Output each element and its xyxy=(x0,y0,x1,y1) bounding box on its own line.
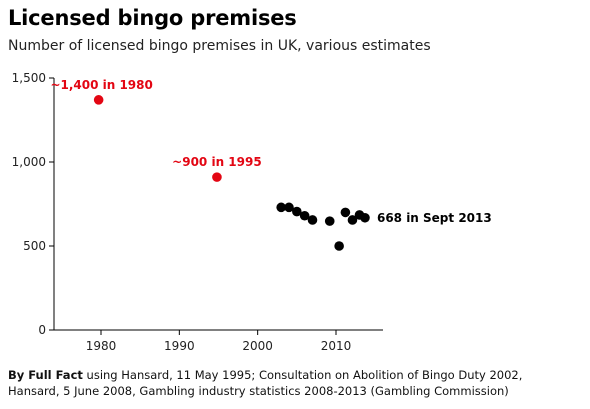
data-point xyxy=(347,215,358,225)
scatter-chart: 0 500 1,000 1,500 1980 1990 2000 2010 ~1,400 in … xyxy=(12,71,492,353)
data-point xyxy=(284,202,294,213)
data-point xyxy=(276,202,286,213)
footer-source-line1: using Hansard, 11 May 1995; Consultation… xyxy=(82,368,523,382)
highlight-point xyxy=(93,95,104,105)
highlight-point-label: ~1,400 in 1980 xyxy=(50,78,152,92)
source-footer: By Full Fact using Hansard, 11 May 1995;… xyxy=(8,367,522,399)
x-tick-label: 1980 xyxy=(86,339,117,353)
data-point xyxy=(324,216,335,226)
footer-source-line2: Hansard, 5 June 2008, Gambling industry … xyxy=(8,384,509,398)
data-point xyxy=(340,207,351,218)
y-tick-label: 500 xyxy=(23,239,46,253)
data-point xyxy=(360,212,370,223)
y-tick-label: 1,500 xyxy=(12,71,46,85)
x-tick-label: 2000 xyxy=(242,339,273,353)
data-point xyxy=(292,206,302,217)
end-annotation-label: 668 in Sept 2013 xyxy=(377,211,492,225)
y-tick-label: 0 xyxy=(38,323,46,337)
chart-title: Licensed bingo premises xyxy=(8,6,297,30)
highlight-point-label: ~900 in 1995 xyxy=(172,155,262,169)
chart-subtitle: Number of licensed bingo premises in UK,… xyxy=(8,38,431,54)
x-tick-label: 1990 xyxy=(164,339,195,353)
data-point xyxy=(307,215,318,225)
highlight-point xyxy=(212,172,222,182)
footer-credit: By Full Fact xyxy=(8,368,83,382)
data-point xyxy=(299,210,310,221)
y-tick-label: 1,000 xyxy=(12,155,46,169)
data-point xyxy=(334,241,344,251)
x-tick-label: 2010 xyxy=(321,339,352,353)
